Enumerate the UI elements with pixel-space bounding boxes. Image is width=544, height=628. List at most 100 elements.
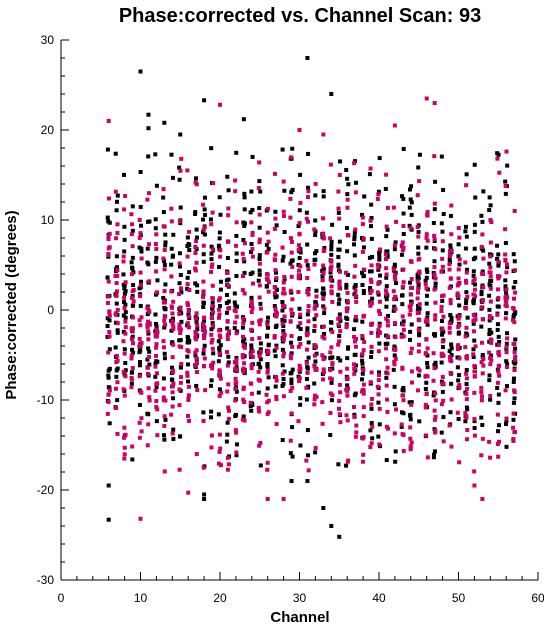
data-point (471, 273, 476, 278)
data-point (170, 311, 175, 316)
data-point (139, 256, 144, 261)
data-point (265, 250, 270, 255)
data-point (464, 371, 469, 376)
data-point (227, 306, 232, 311)
data-point (139, 249, 144, 254)
data-point (137, 420, 142, 425)
data-point (354, 423, 359, 428)
data-point (368, 286, 373, 291)
data-point (352, 366, 357, 371)
data-point (202, 98, 207, 103)
data-point (274, 310, 279, 315)
data-point (257, 212, 262, 217)
data-point (479, 292, 484, 297)
data-point (273, 171, 278, 176)
data-point (288, 388, 293, 393)
data-point (201, 217, 206, 222)
data-point (337, 247, 342, 252)
data-point (401, 224, 406, 229)
data-point (154, 327, 159, 332)
data-point (298, 327, 303, 332)
data-point (447, 257, 452, 262)
data-point (265, 368, 270, 373)
data-point (171, 370, 176, 375)
data-point (312, 353, 317, 358)
data-point (337, 406, 342, 411)
data-point (305, 370, 310, 375)
data-point (463, 229, 468, 234)
data-point (306, 292, 311, 297)
data-point (456, 254, 461, 259)
data-point (280, 299, 285, 304)
data-point (257, 225, 262, 230)
data-point (487, 282, 492, 287)
data-point (289, 377, 294, 382)
data-point (312, 251, 317, 256)
data-point (480, 497, 485, 501)
data-point (305, 365, 310, 370)
data-point (145, 246, 150, 251)
data-point (503, 183, 508, 188)
data-point (177, 387, 182, 392)
data-point (162, 437, 167, 442)
data-point (114, 254, 119, 259)
data-point (306, 355, 311, 360)
data-point (496, 350, 501, 355)
data-point (321, 367, 326, 372)
data-point (345, 299, 350, 304)
data-point (479, 244, 484, 249)
data-point (115, 330, 120, 335)
data-point (457, 460, 462, 465)
data-point (107, 313, 112, 318)
data-point (130, 204, 135, 209)
data-point (505, 265, 510, 270)
data-point (113, 386, 118, 391)
data-point (464, 367, 469, 372)
data-point (400, 248, 405, 253)
data-point (147, 310, 152, 315)
data-point (345, 418, 350, 423)
data-point (200, 321, 205, 326)
data-point (432, 408, 437, 413)
data-point (146, 191, 151, 196)
data-point (495, 243, 500, 248)
data-point (448, 313, 453, 318)
data-point (216, 315, 221, 320)
data-point (417, 269, 422, 274)
data-point (321, 324, 326, 329)
data-point (344, 167, 349, 172)
data-point (162, 289, 167, 294)
data-point (488, 218, 493, 223)
data-point (439, 402, 444, 407)
data-point (105, 275, 110, 280)
data-point (369, 236, 374, 241)
data-point (384, 275, 389, 280)
data-point (314, 294, 319, 299)
data-point (385, 397, 390, 402)
data-point (178, 205, 183, 210)
data-point (201, 418, 206, 423)
data-point (344, 270, 349, 275)
data-point (329, 284, 334, 289)
data-point (425, 269, 430, 274)
data-point (384, 304, 389, 309)
data-point (409, 299, 414, 304)
x-tick-label: 60 (531, 591, 544, 605)
data-point (447, 321, 452, 326)
data-point (138, 169, 143, 174)
data-point (146, 422, 151, 427)
data-point (408, 446, 413, 451)
data-point (154, 371, 159, 376)
data-point (298, 396, 303, 401)
data-point (137, 235, 142, 240)
data-point (234, 453, 239, 458)
data-point (377, 331, 382, 336)
data-point (440, 264, 445, 269)
data-point (209, 264, 214, 269)
data-point (193, 176, 198, 181)
data-point (376, 192, 381, 197)
data-point (400, 314, 405, 319)
data-point (217, 393, 222, 398)
data-point (329, 345, 334, 350)
data-point (123, 331, 128, 336)
